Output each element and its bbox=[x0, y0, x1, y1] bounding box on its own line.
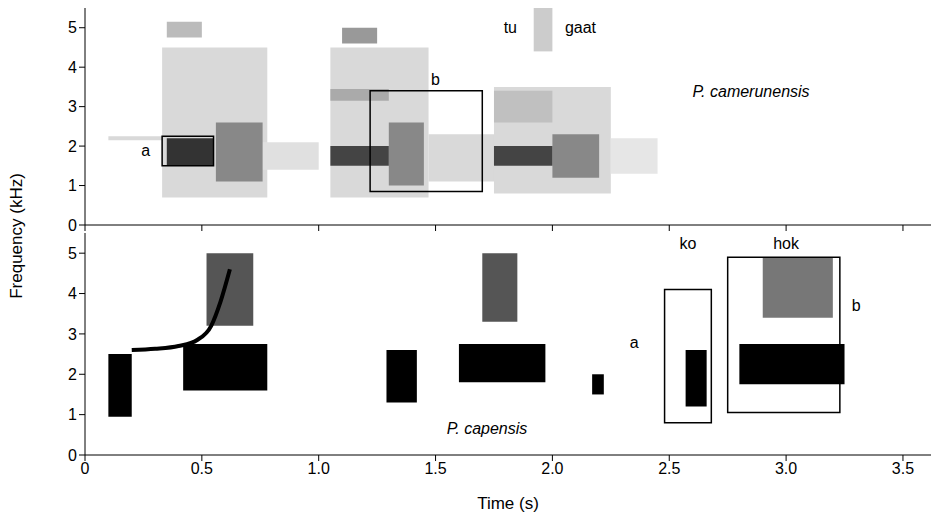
svg-text:1.0: 1.0 bbox=[308, 460, 330, 477]
svg-text:1.5: 1.5 bbox=[424, 460, 446, 477]
svg-text:3.5: 3.5 bbox=[892, 460, 914, 477]
svg-text:3: 3 bbox=[68, 326, 77, 343]
svg-text:tu: tu bbox=[504, 19, 517, 36]
svg-text:Frequency (kHz): Frequency (kHz) bbox=[7, 173, 26, 299]
svg-text:a: a bbox=[141, 142, 150, 159]
svg-text:0.5: 0.5 bbox=[191, 460, 213, 477]
svg-text:4: 4 bbox=[68, 285, 77, 302]
svg-text:1: 1 bbox=[68, 406, 77, 423]
svg-text:2: 2 bbox=[68, 366, 77, 383]
svg-text:1: 1 bbox=[68, 177, 77, 194]
svg-text:ko: ko bbox=[679, 235, 696, 252]
svg-text:2.5: 2.5 bbox=[658, 460, 680, 477]
svg-text:3.0: 3.0 bbox=[775, 460, 797, 477]
svg-text:2.0: 2.0 bbox=[541, 460, 563, 477]
svg-text:b: b bbox=[431, 71, 440, 88]
svg-text:0: 0 bbox=[81, 460, 90, 477]
svg-text:a: a bbox=[630, 334, 639, 351]
svg-text:Time (s): Time (s) bbox=[477, 494, 539, 513]
svg-text:gaat: gaat bbox=[565, 19, 597, 36]
svg-text:5: 5 bbox=[68, 19, 77, 36]
svg-text:3: 3 bbox=[68, 98, 77, 115]
svg-text:hok: hok bbox=[773, 235, 800, 252]
svg-text:b: b bbox=[852, 297, 861, 314]
svg-text:5: 5 bbox=[68, 245, 77, 262]
svg-text:2: 2 bbox=[68, 138, 77, 155]
svg-text:0: 0 bbox=[68, 217, 77, 233]
svg-text:4: 4 bbox=[68, 59, 77, 76]
svg-text:0: 0 bbox=[68, 447, 77, 464]
svg-text:P. capensis: P. capensis bbox=[447, 420, 528, 437]
svg-text:P. camerunensis: P. camerunensis bbox=[692, 83, 809, 100]
